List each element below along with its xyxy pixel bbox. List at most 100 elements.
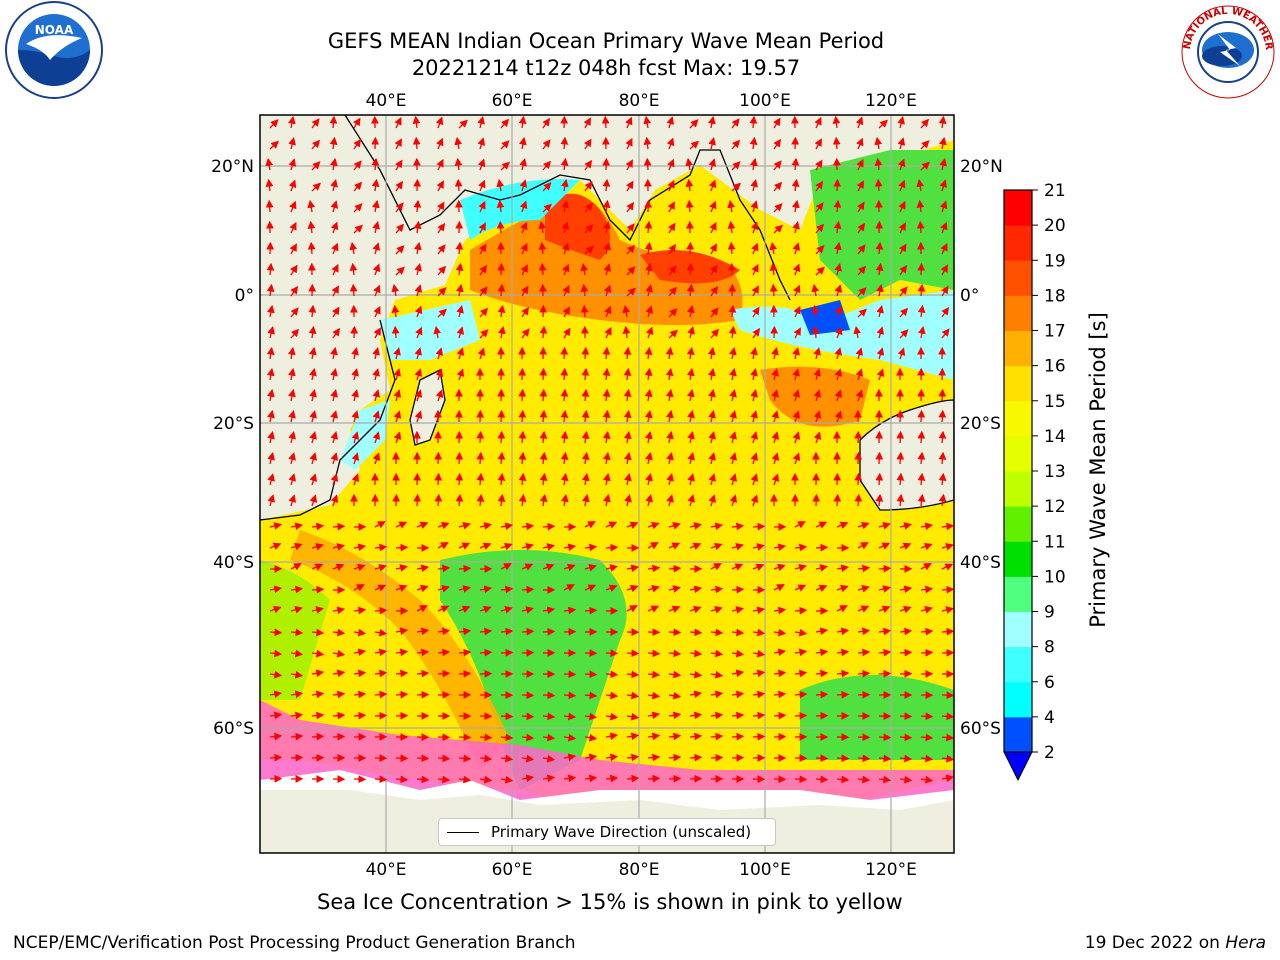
wave-direction-arrow: [667, 179, 675, 192]
colorbar-bin: [1004, 681, 1032, 718]
lat-label-right: 0°: [960, 286, 979, 306]
wave-direction-arrow: [584, 606, 598, 615]
wave-direction-arrow: [416, 564, 430, 573]
wave-direction-arrow: [521, 563, 534, 571]
wave-direction-arrow: [645, 451, 653, 465]
wave-direction-arrow: [454, 157, 463, 171]
wave-direction-arrow: [477, 116, 485, 129]
wave-direction-arrow: [269, 732, 283, 741]
wave-direction-arrow: [518, 451, 527, 465]
wave-direction-arrow: [729, 431, 737, 444]
wave-direction-arrow: [875, 493, 884, 507]
wave-direction-arrow: [437, 265, 447, 276]
wave-direction-arrow: [289, 221, 297, 234]
wave-direction-arrow: [833, 493, 842, 507]
wave-direction-arrow: [771, 347, 779, 360]
wave-direction-arrow: [622, 325, 631, 339]
wave-direction-arrow: [793, 305, 801, 318]
wave-direction-arrow: [374, 584, 387, 592]
wave-direction-arrow: [605, 584, 618, 592]
wave-direction-arrow: [815, 584, 828, 592]
wave-direction-arrow: [542, 712, 556, 721]
wave-direction-arrow: [731, 118, 740, 129]
wave-direction-arrow: [311, 606, 324, 614]
wave-direction-arrow: [878, 605, 891, 613]
wave-direction-arrow: [416, 775, 430, 784]
wave-direction-arrow: [941, 754, 954, 763]
wave-direction-arrow: [542, 117, 551, 129]
wave-direction-arrow: [751, 285, 759, 297]
period-band-cyan-somalia: [380, 300, 480, 360]
wave-direction-arrow: [623, 388, 632, 402]
wave-direction-arrow: [538, 241, 547, 255]
wave-direction-arrow: [876, 326, 885, 339]
wave-direction-arrow: [353, 628, 367, 637]
wave-direction-arrow: [584, 564, 597, 572]
wave-direction-arrow: [563, 733, 577, 742]
wave-direction-arrow: [668, 243, 677, 255]
wave-direction-arrow: [857, 669, 871, 678]
wave-direction-arrow: [269, 585, 283, 594]
lon-label-top: 40°E: [366, 91, 407, 111]
wave-direction-arrow: [519, 179, 528, 192]
wave-direction-arrow: [395, 266, 405, 276]
wave-direction-arrow: [875, 451, 884, 465]
map-legend: Primary Wave Direction (unscaled): [438, 818, 776, 846]
wave-direction-arrow: [857, 287, 867, 297]
wave-direction-arrow: [560, 451, 569, 465]
wave-direction-arrow: [393, 368, 401, 381]
wave-direction-arrow: [794, 543, 808, 552]
wave-direction-arrow: [332, 522, 346, 531]
wave-direction-arrow: [897, 158, 906, 171]
wave-direction-arrow: [815, 245, 825, 255]
wave-direction-arrow: [414, 389, 423, 402]
wave-direction-arrow: [288, 158, 297, 171]
wave-direction-arrow: [267, 326, 275, 339]
wave-direction-arrow: [311, 563, 324, 571]
wave-direction-arrow: [584, 159, 593, 171]
wave-direction-arrow: [939, 179, 948, 192]
wave-direction-arrow: [374, 564, 387, 572]
wave-direction-arrow: [749, 115, 758, 129]
wave-direction-arrow: [813, 410, 822, 423]
wave-direction-arrow: [624, 451, 632, 465]
wave-direction-arrow: [771, 452, 780, 465]
wave-direction-arrow: [876, 347, 885, 360]
wave-direction-arrow: [287, 346, 296, 360]
wave-direction-arrow: [878, 754, 892, 763]
wave-direction-arrow: [771, 389, 779, 402]
wave-direction-arrow: [563, 774, 577, 783]
wave-direction-arrow: [372, 263, 381, 276]
wave-direction-arrow: [899, 605, 912, 614]
wave-direction-arrow: [372, 368, 380, 381]
wave-direction-arrow: [395, 223, 405, 234]
wave-direction-arrow: [645, 430, 653, 444]
wave-direction-arrow: [938, 388, 947, 402]
wave-direction-arrow: [539, 325, 548, 339]
wave-direction-arrow: [416, 669, 430, 678]
wave-direction-arrow: [708, 367, 716, 381]
map-gridlines: [260, 115, 954, 853]
wave-direction-arrow: [920, 522, 934, 531]
wave-direction-arrow: [395, 543, 409, 552]
wave-direction-arrow: [920, 563, 932, 571]
footer-date-text: 19 Dec 2022 on: [1084, 933, 1220, 953]
wave-direction-arrow: [836, 627, 850, 636]
wave-direction-arrow: [750, 473, 759, 486]
wave-direction-arrow: [708, 137, 716, 150]
wave-direction-arrow: [792, 452, 801, 465]
wave-direction-arrow: [332, 732, 346, 741]
legend-line-swatch: [447, 832, 479, 833]
wave-direction-arrow: [560, 136, 569, 150]
wave-direction-arrow: [500, 606, 513, 614]
wave-direction-arrow: [792, 389, 800, 402]
wave-direction-arrow: [689, 753, 703, 762]
wave-direction-arrow: [414, 368, 423, 381]
wave-direction-arrow: [265, 199, 274, 213]
wave-direction-arrow: [836, 648, 850, 657]
wave-direction-arrow: [476, 493, 485, 507]
wave-direction-arrow: [686, 367, 695, 381]
wave-direction-arrow: [665, 346, 674, 360]
wave-direction-arrow: [311, 182, 321, 192]
wave-direction-arrow: [374, 690, 388, 699]
